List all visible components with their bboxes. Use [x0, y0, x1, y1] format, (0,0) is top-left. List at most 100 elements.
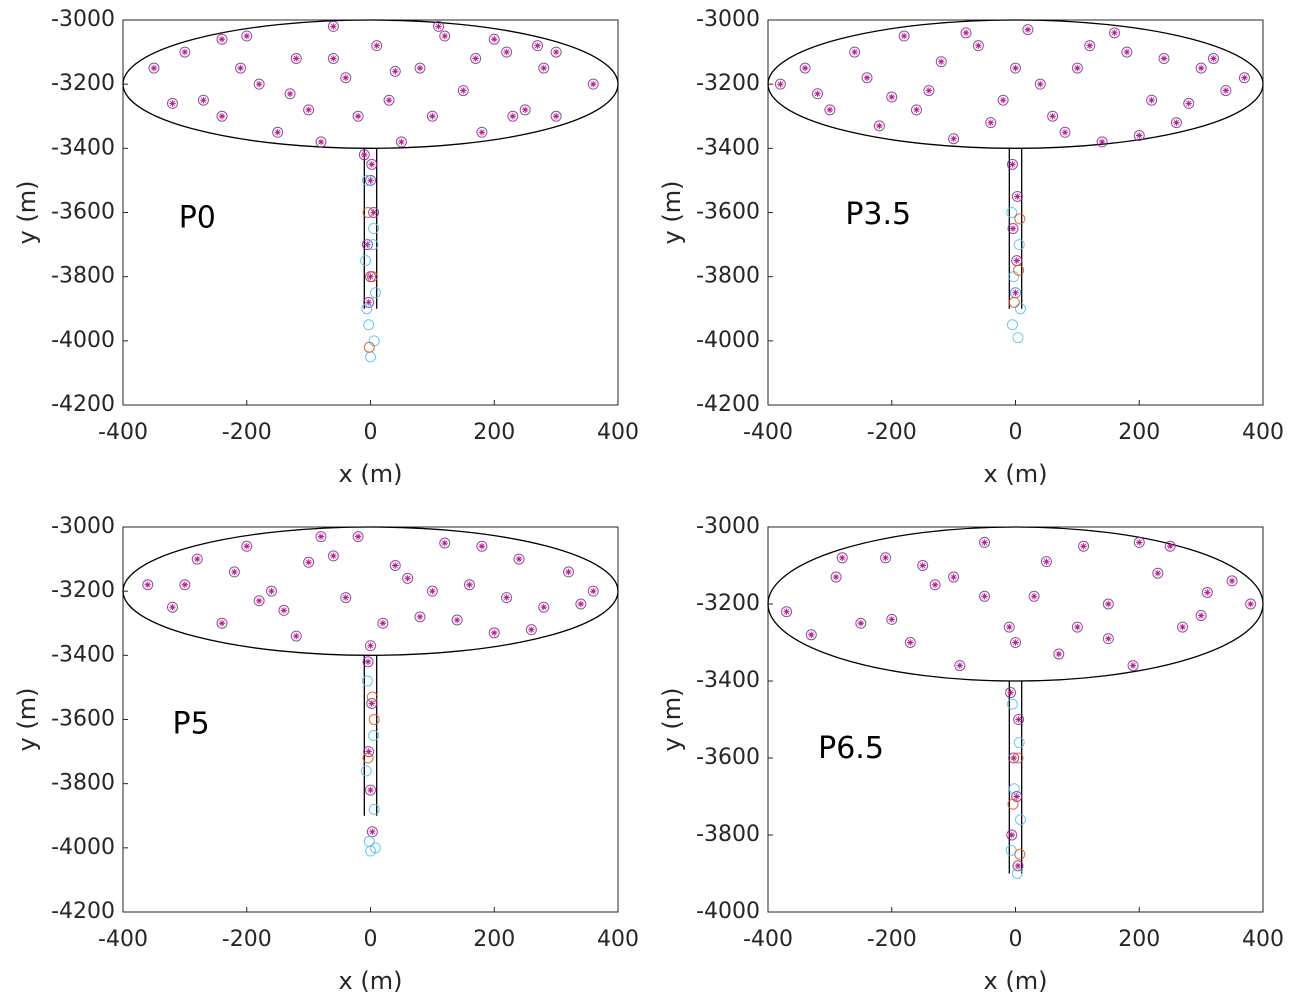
- point-star: [919, 562, 926, 569]
- point-circle: [774, 78, 786, 90]
- point-circle: [148, 62, 160, 74]
- point: [1071, 62, 1083, 74]
- y-tick-label: -3800: [696, 822, 760, 847]
- point: [1146, 94, 1158, 106]
- point-star: [1010, 754, 1017, 762]
- point-star: [354, 533, 362, 540]
- point-circle: [389, 560, 401, 571]
- point: [426, 110, 438, 122]
- point: [1007, 223, 1019, 235]
- point-circle: [433, 20, 445, 32]
- point-circle: [216, 617, 228, 629]
- point: [389, 65, 401, 77]
- point: [781, 606, 793, 618]
- point-star: [876, 122, 883, 130]
- x-tick-label: 200: [473, 927, 515, 952]
- point-star: [999, 97, 1007, 104]
- point: [1006, 319, 1018, 331]
- annotation: P6.5: [818, 731, 884, 766]
- point: [179, 579, 191, 591]
- point: [315, 531, 327, 543]
- point: [836, 552, 848, 564]
- point-circle: [954, 660, 966, 672]
- point: [1011, 190, 1023, 202]
- point: [426, 585, 438, 597]
- point-circle: [960, 27, 972, 39]
- x-tick-label: -200: [222, 420, 272, 445]
- point: [1220, 85, 1232, 97]
- point-circle: [361, 239, 373, 251]
- point: [1133, 130, 1145, 141]
- point: [241, 30, 253, 42]
- point-star: [1009, 161, 1016, 168]
- point: [1226, 575, 1238, 587]
- point-circle: [368, 803, 380, 815]
- point-circle: [1034, 78, 1046, 90]
- point: [1010, 637, 1021, 648]
- point: [290, 630, 302, 642]
- point: [1014, 303, 1026, 315]
- point-star: [565, 568, 572, 576]
- point-circle: [369, 287, 381, 299]
- point-circle: [216, 110, 228, 122]
- y-tick-label: -3400: [696, 135, 760, 160]
- point-circle: [1010, 62, 1021, 74]
- point-star: [370, 209, 377, 216]
- point-star: [478, 129, 486, 136]
- point: [923, 85, 935, 97]
- point-circle: [1011, 190, 1023, 202]
- point: [948, 133, 960, 145]
- x-tick-label: 400: [1242, 420, 1284, 445]
- point-circle: [368, 223, 380, 235]
- point: [1047, 110, 1059, 122]
- y-tick-label: -3000: [51, 7, 115, 32]
- point-circle: [1071, 62, 1083, 74]
- point-circle: [1226, 575, 1238, 587]
- point-circle: [904, 637, 916, 648]
- point-star: [1061, 129, 1069, 136]
- x-tick-label: 400: [1242, 927, 1284, 952]
- point: [360, 255, 372, 267]
- point-circle: [340, 72, 352, 84]
- point-circle: [253, 595, 265, 607]
- point: [849, 46, 861, 58]
- point-star: [1098, 138, 1106, 146]
- point: [1008, 296, 1020, 308]
- point: [830, 571, 842, 583]
- point-star: [491, 36, 498, 43]
- ellipse-outline: [122, 526, 619, 656]
- point-circle: [1195, 610, 1207, 622]
- point: [216, 617, 228, 629]
- point: [1170, 117, 1182, 129]
- point: [898, 30, 910, 42]
- point-star: [1222, 87, 1230, 94]
- point-star: [243, 543, 250, 550]
- point: [366, 697, 378, 709]
- point: [1040, 556, 1052, 568]
- point-star: [938, 58, 945, 65]
- point-star: [956, 662, 964, 669]
- point: [216, 110, 228, 122]
- point-star: [1008, 831, 1015, 839]
- point-circle: [923, 85, 935, 97]
- point: [365, 174, 376, 186]
- point-star: [491, 629, 498, 637]
- point-star: [1013, 793, 1020, 800]
- point-circle: [488, 33, 500, 45]
- point-circle: [1109, 27, 1120, 39]
- point-circle: [228, 566, 240, 578]
- point-star: [1185, 100, 1192, 107]
- point-circle: [366, 826, 378, 838]
- point-star: [521, 106, 529, 114]
- point: [1022, 24, 1034, 36]
- point-star: [1043, 558, 1050, 565]
- point-star: [305, 106, 312, 114]
- point: [361, 303, 373, 315]
- point: [360, 765, 372, 777]
- point: [538, 62, 550, 74]
- point-circle: [1012, 860, 1024, 872]
- point-circle: [812, 88, 823, 100]
- point: [389, 560, 401, 571]
- point-circle: [532, 40, 544, 52]
- point-star: [1160, 55, 1168, 62]
